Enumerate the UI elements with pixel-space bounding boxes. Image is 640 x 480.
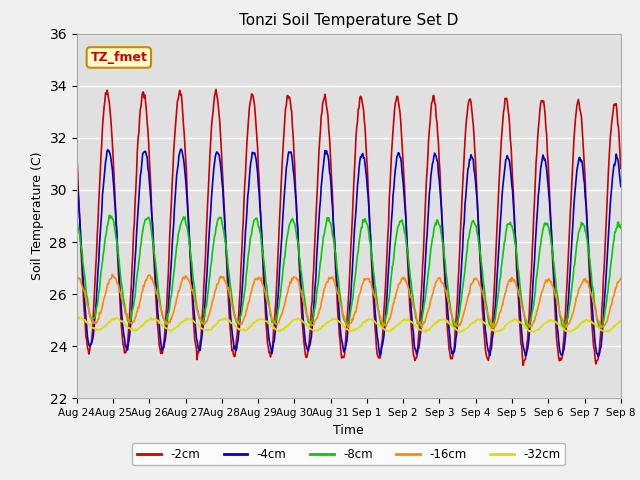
-2cm xyxy=(431,102,439,108)
X-axis label: Time: Time xyxy=(333,424,364,437)
-32cm xyxy=(601,329,609,335)
Line: -2cm: -2cm xyxy=(77,89,621,365)
-32cm xyxy=(431,319,439,325)
-32cm xyxy=(223,316,231,322)
-32cm xyxy=(76,314,83,320)
-4cm xyxy=(195,347,202,352)
-2cm xyxy=(194,348,202,354)
-4cm xyxy=(617,184,625,190)
-2cm xyxy=(617,166,625,171)
-4cm xyxy=(177,146,185,152)
-4cm xyxy=(223,263,231,268)
-2cm xyxy=(416,321,424,327)
-32cm xyxy=(84,320,92,326)
-16cm xyxy=(617,276,625,282)
-16cm xyxy=(431,280,439,286)
Line: -8cm: -8cm xyxy=(77,215,621,328)
-4cm xyxy=(595,354,602,360)
-2cm xyxy=(519,362,527,368)
-4cm xyxy=(83,323,90,329)
-32cm xyxy=(140,322,147,328)
Y-axis label: Soil Temperature (C): Soil Temperature (C) xyxy=(31,152,44,280)
-16cm xyxy=(416,320,424,325)
Line: -32cm: -32cm xyxy=(77,317,621,332)
-8cm xyxy=(431,220,439,226)
-32cm xyxy=(195,322,202,327)
Title: Tonzi Soil Temperature Set D: Tonzi Soil Temperature Set D xyxy=(239,13,458,28)
-16cm xyxy=(109,272,116,277)
-8cm xyxy=(106,212,113,218)
-16cm xyxy=(140,283,147,288)
-32cm xyxy=(73,316,81,322)
-8cm xyxy=(83,293,90,299)
-8cm xyxy=(140,224,147,229)
-4cm xyxy=(416,339,424,345)
-16cm xyxy=(223,287,231,292)
Line: -16cm: -16cm xyxy=(77,275,621,328)
-2cm xyxy=(73,150,81,156)
-32cm xyxy=(416,327,424,333)
-4cm xyxy=(73,177,81,182)
-32cm xyxy=(617,319,625,324)
-2cm xyxy=(83,337,90,343)
-2cm xyxy=(212,86,220,92)
-16cm xyxy=(195,313,202,319)
-2cm xyxy=(223,277,231,283)
-2cm xyxy=(139,89,147,95)
Legend: -2cm, -4cm, -8cm, -16cm, -32cm: -2cm, -4cm, -8cm, -16cm, -32cm xyxy=(132,443,565,466)
-8cm xyxy=(73,217,81,223)
-8cm xyxy=(416,323,424,328)
-4cm xyxy=(431,152,439,158)
Text: TZ_fmet: TZ_fmet xyxy=(90,51,147,64)
-8cm xyxy=(195,312,202,318)
-8cm xyxy=(223,255,231,261)
Line: -4cm: -4cm xyxy=(77,149,621,357)
-16cm xyxy=(83,300,90,305)
-8cm xyxy=(617,225,625,231)
-8cm xyxy=(487,325,495,331)
-16cm xyxy=(73,272,81,278)
-4cm xyxy=(139,152,147,157)
-16cm xyxy=(489,325,497,331)
